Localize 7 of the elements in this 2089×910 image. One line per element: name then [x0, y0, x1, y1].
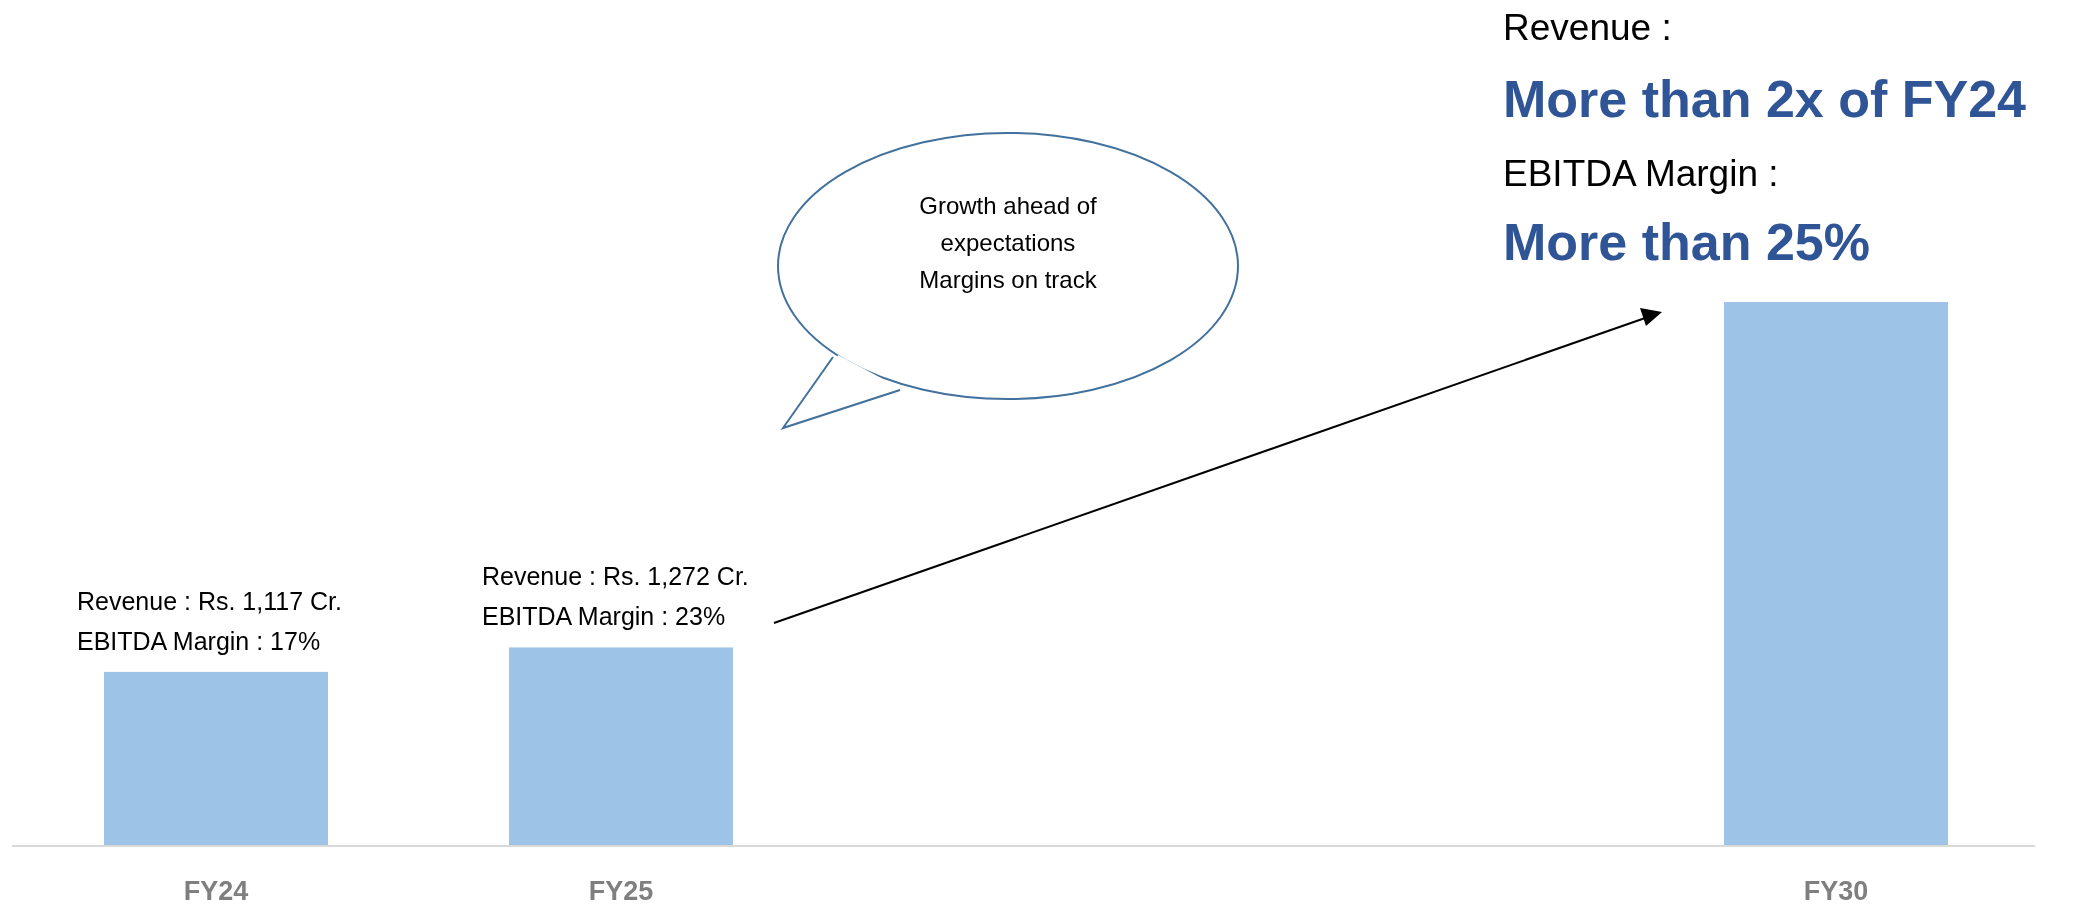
x-tick-label: FY25 — [588, 876, 654, 906]
annotation: Revenue : Rs. 1,117 Cr. EBITDA Margin : 17% — [77, 586, 342, 655]
x-tick-label: FY30 — [1803, 876, 1869, 906]
annotation: Revenue : Rs. 1,272 Cr. EBITDA Margin : 23% — [482, 562, 749, 631]
x-tick-label: FY24 — [183, 876, 249, 906]
annotation: Revenue : More than 2x of FY24 EBITDA Margin : More than 25% — [1503, 7, 2027, 271]
text: Growth ahead of expectations Margins on track — [919, 192, 1098, 293]
